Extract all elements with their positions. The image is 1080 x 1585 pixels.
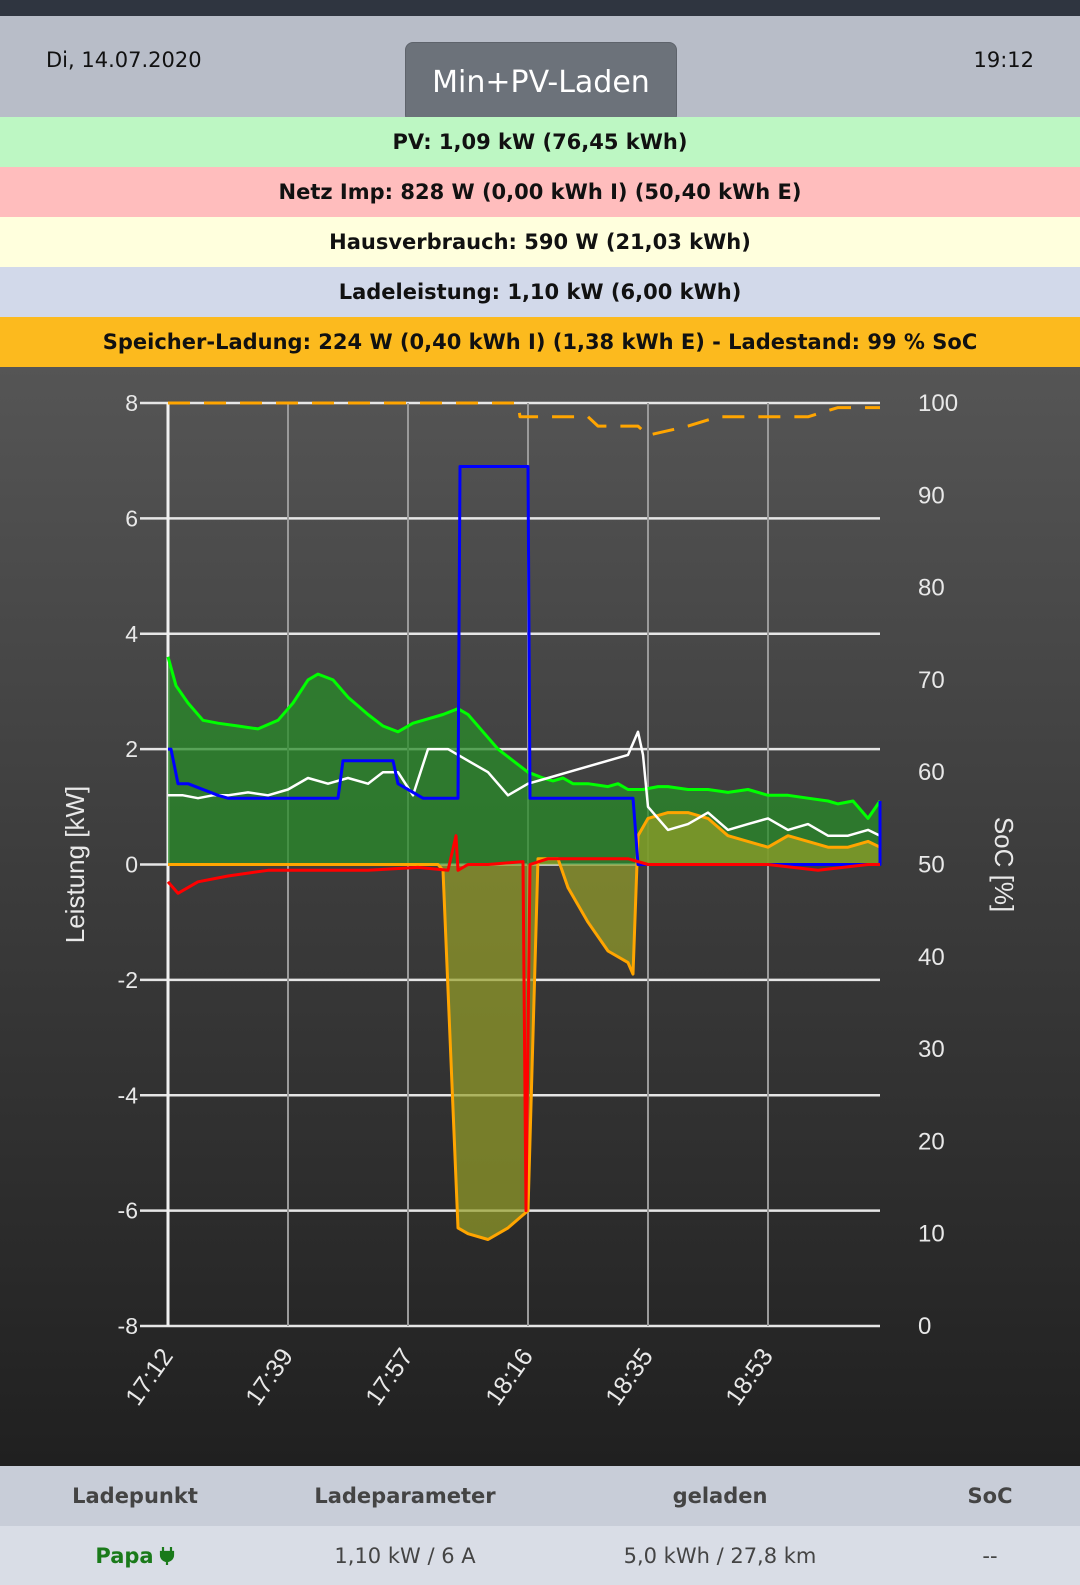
y-axis-label: Leistung [kW] (60, 786, 90, 944)
charged-amount: 5,0 kWh / 27,8 km (623, 1543, 817, 1568)
y2-tick-label: 20 (918, 1128, 945, 1155)
chargepoint-label: Papa (95, 1543, 154, 1568)
battery-storage-row: Speicher-Ladung: 224 W (0,40 kWh I) (1,3… (0, 317, 1080, 367)
header-ladepunkt: Ladepunkt (72, 1484, 198, 1508)
y-tick-label: -8 (118, 1313, 138, 1339)
pv-row: PV: 1,09 kW (76,45 kWh) (0, 117, 1080, 167)
power-chart[interactable]: 8 6 4 2 0 -2 -4 -6 -8 100 90 80 70 60 50 40 30 20 10 0 17:12… (0, 367, 1080, 1466)
header-soc: SoC (967, 1484, 1013, 1508)
y-tick-label: -2 (118, 967, 138, 993)
y-tick-label: 4 (125, 621, 138, 647)
time-label: 19:12 (973, 48, 1034, 72)
y2-axis-label: SoC [%] (989, 817, 1019, 912)
y2-tick-label: 90 (918, 482, 945, 509)
grid-row: Netz Imp: 828 W (0,00 kWh I) (50,40 kWh … (0, 167, 1080, 217)
series-line-netz (166, 834, 880, 1213)
house-consumption-row: Hausverbrauch: 590 W (21,03 kWh) (0, 217, 1080, 267)
y-tick-label: -4 (118, 1082, 139, 1108)
header: Di, 14.07.2020 Min+PV-Laden 19:12 (0, 16, 1080, 123)
date-label: Di, 14.07.2020 (46, 48, 202, 72)
plug-icon (159, 1546, 174, 1565)
y-tick-label: 6 (125, 505, 138, 531)
x-tick-label: 17:12 (120, 1343, 179, 1410)
chargepoint-row[interactable]: Papa 1,10 kW / 6 A 5,0 kWh / 27,8 km -- (0, 1526, 1080, 1585)
series-line-speicher (168, 811, 881, 1241)
series-line-pv (166, 656, 882, 820)
y2-tick-label: 40 (918, 944, 945, 971)
y-tick-label: -6 (118, 1198, 138, 1224)
chargepoint-table-header: Ladepunkt Ladeparameter geladen SoC (0, 1466, 1080, 1526)
chargepoint-name[interactable]: Papa (40, 1526, 230, 1585)
x-tick-label: 18:53 (720, 1343, 779, 1410)
series-line-soc (168, 401, 880, 437)
x-tick-label: 17:39 (240, 1343, 299, 1410)
header-ladeparameter: Ladeparameter (314, 1484, 496, 1508)
chart-svg: 86420-2-4-6-8100908070605040302010017:12… (60, 390, 1019, 1411)
series-fill-pv (168, 656, 880, 865)
y2-tick-label: 0 (918, 1313, 931, 1340)
status-bar (0, 0, 1080, 16)
y2-tick-label: 70 (918, 667, 945, 694)
series-line-ladeleistung (168, 465, 882, 866)
y2-tick-label: 30 (918, 1036, 945, 1063)
y2-tick-label: 60 (918, 759, 945, 786)
y2-tick-label: 50 (918, 852, 945, 879)
y2-tick-label: 100 (918, 390, 958, 417)
charge-parameters: 1,10 kW / 6 A (334, 1543, 476, 1568)
y-tick-label: 8 (125, 390, 138, 416)
y-tick-label: 0 (125, 852, 138, 878)
charging-power-row: Ladeleistung: 1,10 kW (6,00 kWh) (0, 267, 1080, 317)
y2-tick-label: 80 (918, 575, 945, 602)
x-tick-label: 18:35 (600, 1343, 659, 1410)
vehicle-soc: -- (982, 1543, 998, 1568)
charge-mode-button[interactable]: Min+PV-Laden (405, 42, 677, 123)
x-tick-label: 17:57 (360, 1343, 419, 1410)
y2-tick-label: 10 (918, 1221, 945, 1248)
header-geladen: geladen (672, 1484, 768, 1508)
series-line-haus (168, 730, 881, 837)
y-tick-label: 2 (125, 736, 138, 762)
x-tick-label: 18:16 (480, 1343, 539, 1410)
